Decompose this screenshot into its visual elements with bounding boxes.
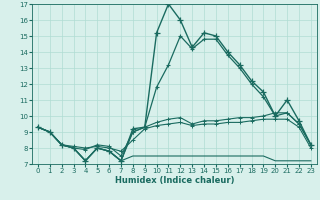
X-axis label: Humidex (Indice chaleur): Humidex (Indice chaleur)	[115, 176, 234, 185]
